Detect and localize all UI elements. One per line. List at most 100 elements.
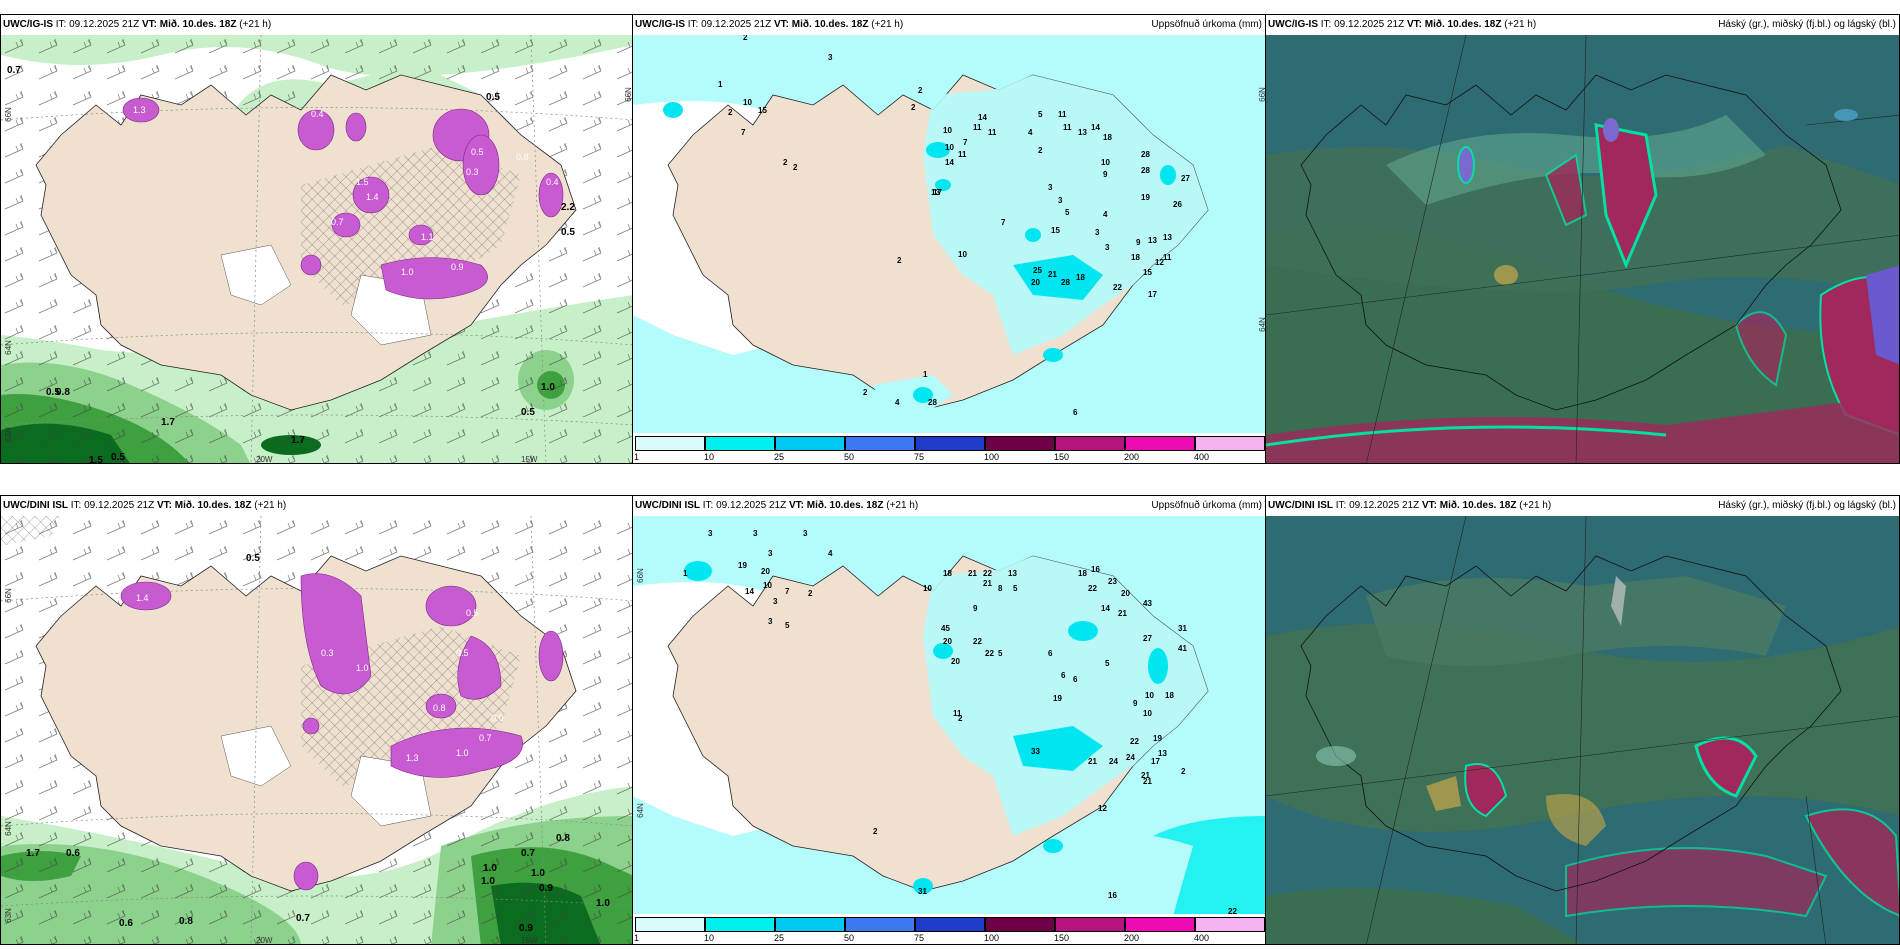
precip-value: 27 <box>1181 174 1190 183</box>
lat-label: 64N <box>635 803 645 818</box>
precip-value: 11 <box>1063 123 1072 132</box>
precip-value: 6 <box>1073 675 1078 684</box>
colorbar-swatch <box>705 436 775 451</box>
precip-value: 21 <box>1143 777 1152 786</box>
precip-value: 16 <box>1091 565 1100 574</box>
precip-value: 18 <box>943 569 952 578</box>
colorbar-label: 150 <box>1054 452 1070 462</box>
snow-label: 0.7 <box>7 65 21 76</box>
precip-value: 28 <box>1141 150 1150 159</box>
precip-value: 3 <box>1058 196 1063 205</box>
snow-label: 0.0 <box>491 713 504 723</box>
precip-value: 26 <box>1173 200 1182 209</box>
precip-value: 10 <box>945 143 954 152</box>
precip-value: 45 <box>941 624 950 633</box>
snow-label: 1.7 <box>291 435 305 446</box>
snow-label: 0.9 <box>451 262 464 272</box>
precip-value: 12 <box>1098 804 1107 813</box>
precip-value: 5 <box>1065 208 1070 217</box>
lat-label: 66N <box>635 568 645 583</box>
precip-value: 5 <box>998 649 1003 658</box>
valid-label: VT: <box>1421 500 1437 511</box>
valid-time: Mið. 10.des. 18Z <box>1424 19 1502 30</box>
snow-label: 0.9 <box>539 883 553 894</box>
precip-value: 2 <box>728 108 733 117</box>
map-panel-dini-precip: UWC/DINI ISL IT: 09.12.2025 21Z VT: Mið.… <box>632 495 1266 945</box>
precip-value: 3 <box>803 529 808 538</box>
precip-value: 14 <box>745 587 754 596</box>
model-name: UWC/IG-IS <box>3 19 53 30</box>
snow-label: 0.3 <box>466 167 479 177</box>
lat-label: 66N <box>1257 87 1266 102</box>
precip-map: 3 2 1 2 10 15 7 2 2 2 2 10 13 14 11 11 1… <box>633 35 1265 435</box>
snow-label: 1.3 <box>133 105 146 115</box>
colorbar-label: 10 <box>704 933 715 943</box>
precip-value: 2 <box>911 103 916 112</box>
colorbar-label: 100 <box>984 933 1000 943</box>
valid-time: Mið. 10.des. 18Z <box>806 500 884 511</box>
precip-value: 11 <box>1163 253 1172 262</box>
precip-value: 14 <box>945 158 954 167</box>
lead-time: (+21 h) <box>254 500 287 511</box>
precip-value: 13 <box>1078 128 1087 137</box>
colorbar-label: 10 <box>704 452 715 462</box>
precip-value: 22 <box>983 569 992 578</box>
colorbar-label: 25 <box>774 933 785 943</box>
lat-label: 64N <box>3 821 13 836</box>
precip-value: 17 <box>1148 290 1157 299</box>
precip-value: 22 <box>973 637 982 646</box>
precip-value: 12 <box>1155 258 1164 267</box>
precip-value: 9 <box>1133 699 1138 708</box>
colorbar-label: 1 <box>634 452 640 462</box>
precip-value: 3 <box>1048 183 1053 192</box>
precip-value: 28 <box>928 398 937 407</box>
snow-label: 1.4 <box>366 192 379 202</box>
snow-label: 1.0 <box>483 863 497 874</box>
precip-value: 27 <box>1143 634 1152 643</box>
model-name: UWC/DINI ISL <box>1268 500 1333 511</box>
lat-label: 63N <box>3 908 13 923</box>
precip-value: 2 <box>1181 767 1186 776</box>
colorbar-label: 200 <box>1124 933 1140 943</box>
colorbar-label: 1 <box>634 933 640 943</box>
colorbar-swatch <box>775 436 845 451</box>
precip-value: 23 <box>1108 577 1117 586</box>
snow-label: 1.0 <box>596 898 610 909</box>
precip-value: 13 <box>1158 749 1167 758</box>
precip-value: 19 <box>1053 694 1062 703</box>
precip-value: 28 <box>1061 278 1070 287</box>
precip-value: 5 <box>1038 110 1043 119</box>
map-panel-dini-clouds: UWC/DINI ISL IT: 09.12.2025 21Z VT: Mið.… <box>1265 495 1900 945</box>
snow-label: 1.0 <box>541 382 555 393</box>
colorbar-label: 75 <box>914 452 925 462</box>
precip-value: 17 <box>933 188 942 197</box>
colorbar-swatch <box>1125 436 1195 451</box>
precip-value: 6 <box>1061 671 1066 680</box>
snow-wind-map: 0.5 0.6 0.7 0.6 0.8 0.7 1.0 1.0 1.0 0.9 … <box>1 516 632 944</box>
precip-value: 33 <box>1031 747 1040 756</box>
lead-time: (+21 h) <box>1504 19 1537 30</box>
colorbar-label: 200 <box>1124 452 1140 462</box>
valid-time: Mið. 10.des. 18Z <box>174 500 252 511</box>
precip-value: 24 <box>1126 753 1135 762</box>
precip-value: 19 <box>738 561 747 570</box>
precip-value: 3 <box>768 617 773 626</box>
precip-value: 7 <box>785 587 790 596</box>
precip-value: 2 <box>918 86 923 95</box>
colorbar-swatch <box>1195 436 1265 451</box>
precip-value: 10 <box>958 250 967 259</box>
precip-value: 4 <box>1103 210 1108 219</box>
colorbar-swatch <box>1125 917 1195 932</box>
snow-label: 0.5 <box>246 553 260 564</box>
map-panel-igis-snow: UWC/IG-IS IT: 09.12.2025 21Z VT: Mið. 10… <box>0 14 633 464</box>
snow-label: 0.7 <box>331 217 344 227</box>
colorbar-label: 400 <box>1194 933 1210 943</box>
panel-header: UWC/DINI ISL IT: 09.12.2025 21Z VT: Mið.… <box>633 496 1265 516</box>
colorbar-swatch <box>845 436 915 451</box>
precip-value: 1 <box>718 80 723 89</box>
init-time: IT: 09.12.2025 21Z <box>1320 19 1405 30</box>
valid-label: VT: <box>788 500 804 511</box>
precip-value: 20 <box>951 657 960 666</box>
colorbar-label: 150 <box>1054 933 1070 943</box>
precip-value: 21 <box>1048 270 1057 279</box>
